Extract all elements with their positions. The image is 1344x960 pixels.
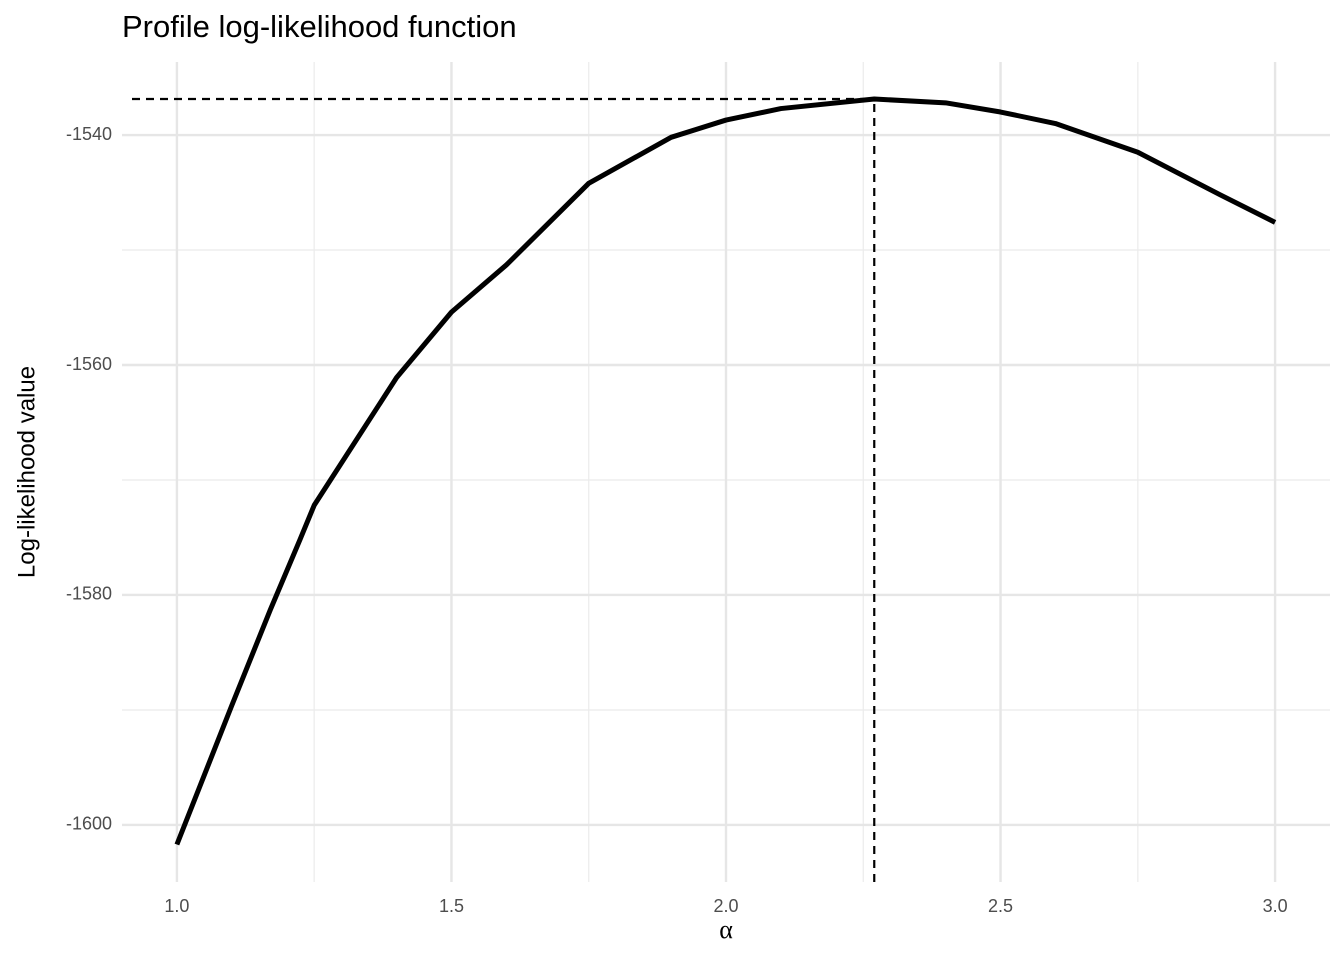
x-tick-label: 1.0 xyxy=(164,896,189,916)
y-axis-label: Log-likelihood value xyxy=(13,366,40,578)
y-tick-label: -1560 xyxy=(66,354,112,374)
x-tick-label: 2.0 xyxy=(713,896,738,916)
x-tick-label: 3.0 xyxy=(1263,896,1288,916)
x-axis-label: α xyxy=(719,915,733,944)
line xyxy=(174,96,1277,846)
y-tick-label: -1580 xyxy=(66,584,112,604)
y-tick-label: -1540 xyxy=(66,124,112,144)
y-tick-label: -1600 xyxy=(66,814,112,834)
chart-title: Profile log-likelihood function xyxy=(122,9,517,44)
x-tick-label: 2.5 xyxy=(988,896,1013,916)
x-tick-label: 1.5 xyxy=(439,896,464,916)
